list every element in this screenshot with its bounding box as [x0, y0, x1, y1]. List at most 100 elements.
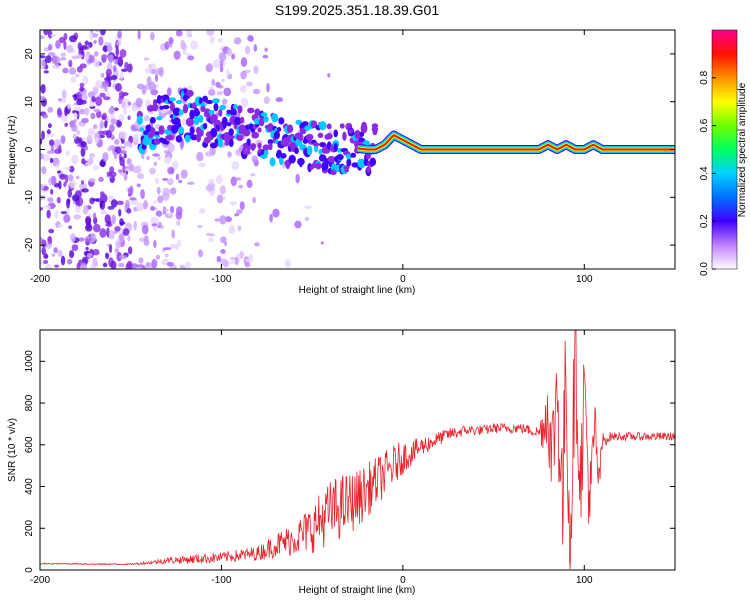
x-tick-label: -100 — [211, 274, 231, 285]
heatmap-cell — [236, 209, 243, 215]
heatmap-cell — [150, 216, 159, 226]
heatmap-cell — [162, 208, 169, 212]
heatmap-cell — [175, 173, 180, 181]
ridge-blob — [139, 127, 145, 132]
heatmap-cell — [146, 76, 152, 86]
heatmap-cell — [63, 214, 71, 223]
heatmap-cell — [180, 169, 188, 179]
y-tick-label: 800 — [24, 394, 35, 411]
heatmap-cell — [88, 41, 93, 48]
ridge-blob — [260, 112, 268, 117]
heatmap-cell — [110, 74, 118, 81]
heatmap-cell — [184, 261, 192, 269]
heatmap-cell — [42, 259, 49, 264]
heatmap-cell — [57, 249, 63, 258]
heatmap-cell — [263, 96, 270, 105]
colorbar-tick-label: 0.8 — [699, 70, 710, 84]
ridge-blob — [203, 136, 211, 144]
heatmap-cell — [91, 33, 99, 38]
heatmap-cell — [43, 254, 49, 259]
heatmap-cell — [69, 165, 75, 173]
heatmap-cell — [127, 246, 133, 255]
heatmap-cell — [102, 152, 109, 162]
heatmap-cell — [197, 224, 203, 229]
heatmap-cell — [216, 194, 224, 204]
heatmap-cell — [262, 54, 269, 59]
heatmap-cell — [171, 229, 176, 239]
ridge-blob — [172, 107, 181, 116]
heatmap-cell — [161, 177, 169, 181]
heatmap-cell — [122, 106, 128, 115]
heatmap-cell — [41, 130, 45, 140]
heatmap-cell — [53, 247, 58, 254]
heatmap-cell — [123, 173, 128, 181]
heatmap-cell — [108, 54, 114, 64]
ridge-blob — [343, 165, 350, 170]
y-tick-label: 0 — [24, 146, 35, 152]
heatmap-cell — [71, 154, 79, 165]
heatmap-cell — [86, 252, 93, 258]
heatmap-cell — [219, 64, 224, 73]
heatmap-cell — [71, 124, 78, 132]
heatmap-cell — [79, 183, 87, 190]
heatmap-cell — [206, 30, 215, 36]
ridge-blob — [175, 135, 183, 143]
heatmap-cell — [132, 133, 139, 143]
heatmap-cell — [146, 156, 150, 161]
heatmap-cell — [151, 258, 158, 269]
heatmap-cell — [105, 129, 112, 139]
heatmap-cell — [197, 249, 204, 258]
heatmap-cell — [72, 133, 77, 140]
ridge-blob — [223, 131, 231, 142]
ridge-blob — [178, 126, 185, 135]
heatmap-cell — [60, 211, 67, 215]
heatmap-cell — [116, 200, 124, 206]
heatmap-cell — [99, 228, 107, 238]
heatmap-cell — [143, 57, 150, 61]
heatmap-cell — [93, 216, 98, 225]
heatmap-cell — [167, 166, 175, 175]
spectrogram-scatter — [40, 30, 333, 269]
heatmap-cell — [60, 135, 66, 144]
heatmap-cell — [119, 156, 125, 167]
ridge-blob — [228, 138, 234, 148]
heatmap-cell — [41, 239, 47, 248]
heatmap-cell — [222, 61, 226, 66]
ridge-blob — [215, 119, 221, 126]
heatmap-cell — [226, 68, 230, 77]
heatmap-cell — [205, 232, 212, 237]
ridge-blob — [285, 159, 291, 170]
heatmap-cell — [129, 185, 134, 196]
heatmap-cell — [93, 40, 97, 44]
heatmap-cell — [122, 228, 130, 236]
heatmap-cell — [205, 64, 211, 72]
heatmap-cell — [118, 97, 123, 105]
heatmap-cell — [275, 97, 284, 103]
heatmap-cell — [251, 155, 258, 163]
heatmap-cell — [78, 237, 85, 242]
heatmap-cell — [119, 48, 127, 58]
heatmap-cell — [48, 228, 55, 234]
heatmap-cell — [84, 236, 92, 243]
heatmap-cell — [68, 225, 73, 230]
heatmap-cell — [141, 224, 149, 235]
heatmap-cell — [77, 42, 82, 51]
ridge-blob — [202, 95, 208, 103]
heatmap-cell — [207, 181, 216, 192]
heatmap-cell — [58, 180, 62, 190]
heatmap-cell — [63, 181, 67, 187]
heatmap-cell — [166, 87, 172, 96]
ridge-blob — [212, 98, 220, 104]
heatmap-cell — [105, 68, 113, 77]
heatmap-cell — [146, 261, 150, 268]
heatmap-cell — [238, 184, 244, 189]
ridge-blob — [141, 144, 147, 150]
heatmap-cell — [155, 254, 161, 260]
heatmap-cell — [54, 209, 59, 219]
heatmap-cell — [142, 265, 146, 269]
ridge-band — [357, 134, 675, 151]
heatmap-cell — [119, 71, 124, 80]
heatmap-cell — [75, 175, 80, 180]
